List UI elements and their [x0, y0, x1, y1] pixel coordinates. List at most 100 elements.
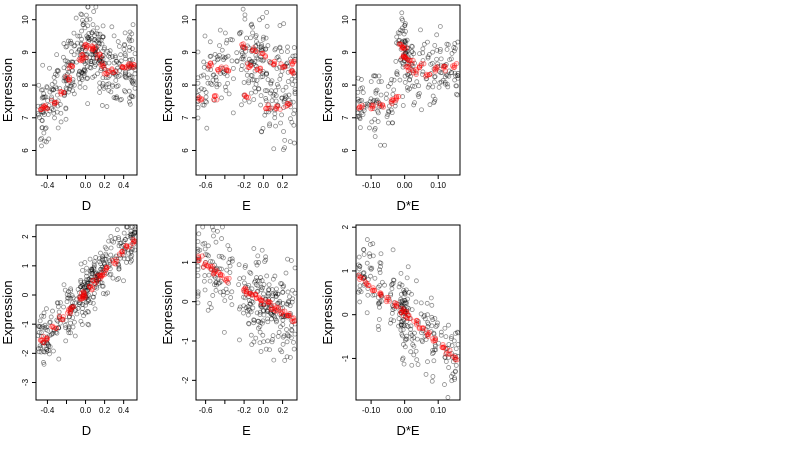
observed-point [89, 268, 95, 273]
observed-point [269, 312, 274, 317]
observed-point [420, 69, 426, 75]
observed-point [42, 126, 48, 132]
observed-point [375, 323, 381, 329]
observed-point [92, 259, 97, 265]
observed-point [126, 36, 132, 42]
observed-point [197, 247, 203, 253]
observed-point [272, 115, 278, 121]
observed-point [401, 322, 407, 328]
observed-point [67, 86, 72, 92]
fitted-point [370, 285, 376, 291]
observed-point [290, 53, 296, 59]
observed-point [216, 280, 221, 286]
observed-point [207, 39, 213, 45]
fitted-point [66, 306, 72, 312]
observed-point [408, 54, 414, 60]
observed-point [91, 294, 96, 300]
observed-point [89, 267, 95, 272]
panel-4: -0.4 0.0 0.2 0.4 -3 -2 -1 0 1 2 D Expression [0, 224, 138, 438]
observed-point [196, 231, 202, 237]
observed-point [375, 119, 381, 124]
fitted-points [195, 253, 298, 325]
observed-point [200, 224, 206, 230]
observed-point [122, 41, 127, 47]
observed-point [132, 85, 138, 91]
observed-point [207, 301, 213, 306]
observed-point [263, 96, 269, 101]
observed-point [388, 107, 394, 113]
observed-point [291, 111, 297, 117]
observed-point [275, 291, 281, 297]
observed-point [284, 327, 289, 332]
observed-point [402, 21, 408, 27]
observed-point [49, 94, 54, 100]
observed-point [287, 139, 293, 145]
observed-point [370, 241, 376, 247]
observed-point [269, 339, 275, 345]
observed-point [46, 348, 52, 353]
observed-point [402, 73, 408, 79]
observed-point [128, 228, 134, 234]
observed-point [282, 97, 287, 103]
observed-point [210, 77, 216, 83]
observed-point [77, 68, 83, 74]
observed-point [71, 91, 77, 97]
observed-point [397, 30, 403, 36]
observed-point [89, 58, 95, 64]
observed-point [401, 300, 407, 306]
observed-point [395, 30, 401, 36]
observed-point [277, 64, 283, 70]
observed-point [281, 129, 286, 134]
observed-point [39, 135, 45, 141]
observed-point [89, 270, 95, 276]
observed-point [43, 125, 49, 131]
observed-point [214, 81, 220, 87]
observed-point [41, 361, 47, 367]
observed-point [41, 310, 47, 316]
observed-point [92, 263, 97, 269]
observed-point [82, 284, 87, 290]
observed-point [439, 79, 444, 85]
observed-point [129, 253, 135, 259]
observed-point [376, 79, 382, 85]
y-tick-label: 9 [341, 50, 350, 55]
observed-point [367, 251, 372, 257]
y-tick-label: 9 [181, 50, 190, 55]
observed-point [117, 240, 123, 246]
observed-point [214, 84, 220, 90]
observed-point [72, 333, 78, 339]
observed-point [81, 68, 87, 74]
observed-point [127, 34, 133, 40]
observed-point [81, 72, 87, 78]
observed-point [419, 337, 425, 343]
observed-point [452, 77, 458, 83]
observed-point [246, 298, 252, 303]
x-tick-label: 0.00 [397, 181, 413, 190]
observed-point [260, 36, 266, 42]
observed-point [108, 271, 114, 277]
observed-point [442, 325, 448, 331]
observed-point [449, 51, 455, 56]
observed-point [409, 362, 415, 368]
observed-point [76, 46, 82, 52]
observed-point [195, 239, 201, 245]
observed-point [292, 331, 298, 337]
observed-point [370, 253, 376, 259]
observed-point [254, 77, 260, 83]
observed-point [203, 94, 209, 100]
observed-point [39, 118, 45, 124]
fitted-point [370, 103, 376, 110]
fitted-point [214, 97, 220, 103]
observed-point [103, 256, 109, 262]
observed-point [224, 267, 230, 273]
observed-point [252, 279, 257, 285]
observed-point [365, 286, 371, 291]
observed-point [36, 349, 42, 355]
observed-point [123, 53, 128, 59]
observed-point [401, 38, 407, 44]
observed-point [236, 282, 242, 288]
observed-point [432, 74, 437, 80]
observed-point [116, 262, 121, 268]
observed-points [355, 10, 461, 148]
